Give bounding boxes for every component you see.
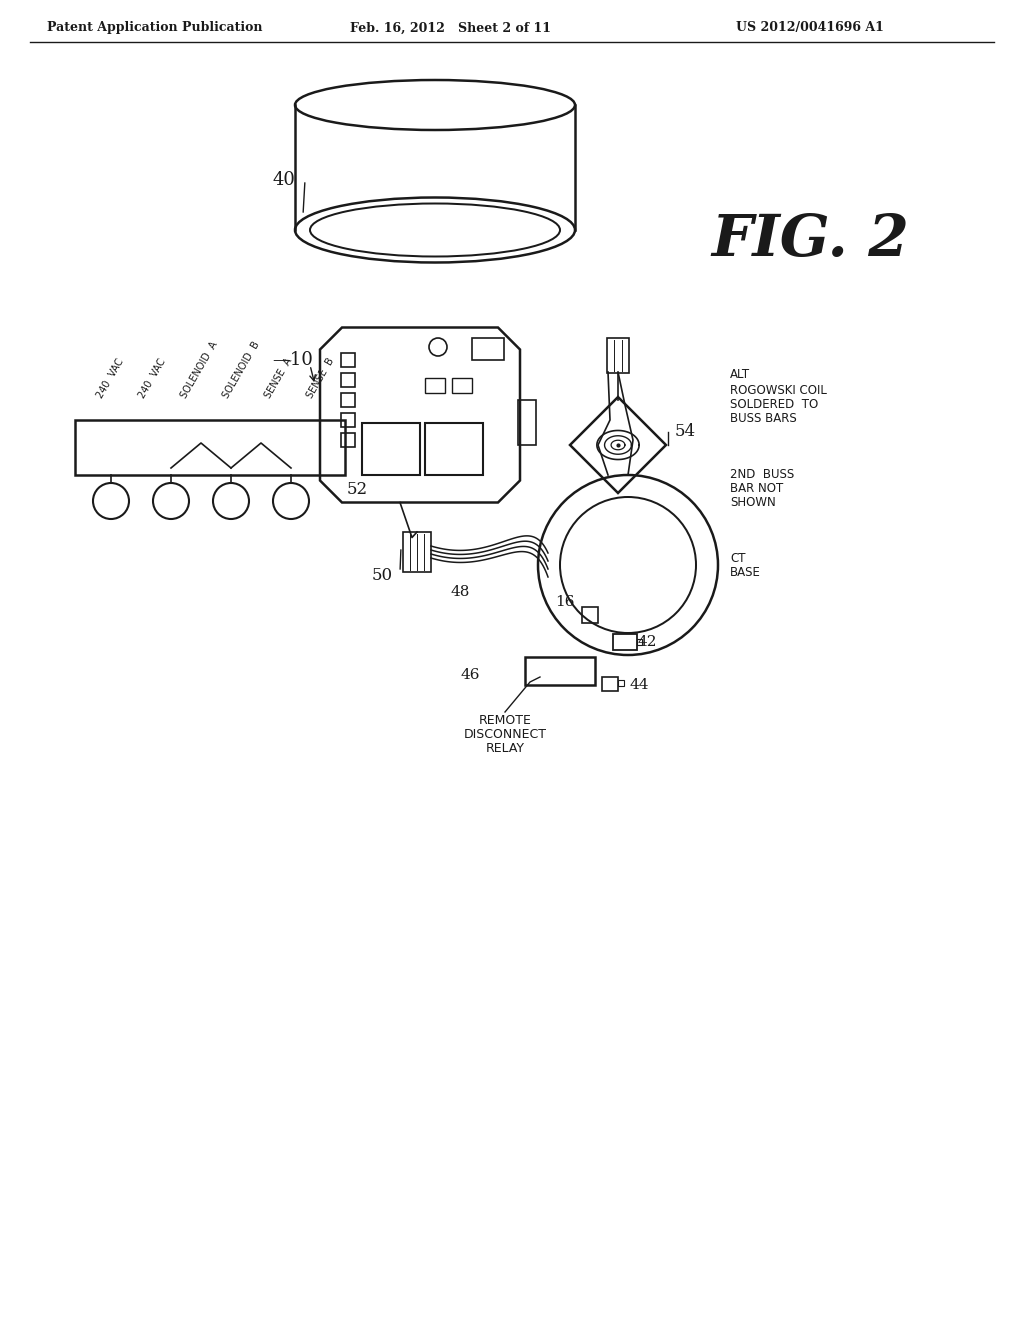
Text: SOLENOID  B: SOLENOID B xyxy=(221,339,261,400)
Text: RELAY: RELAY xyxy=(485,742,524,755)
Bar xyxy=(613,634,637,649)
Bar xyxy=(403,532,431,572)
Text: ROGOWSKI COIL: ROGOWSKI COIL xyxy=(730,384,826,396)
Bar xyxy=(452,378,472,393)
Text: SENSE  B: SENSE B xyxy=(305,356,336,400)
Text: REMOTE: REMOTE xyxy=(478,714,531,726)
Text: 240  VAC: 240 VAC xyxy=(137,356,168,400)
Text: 240  VAC: 240 VAC xyxy=(95,356,126,400)
Text: 2ND  BUSS: 2ND BUSS xyxy=(730,469,795,482)
Text: 46: 46 xyxy=(461,668,480,682)
Text: US 2012/0041696 A1: US 2012/0041696 A1 xyxy=(736,21,884,34)
Text: 50: 50 xyxy=(372,566,393,583)
Text: BUSS BARS: BUSS BARS xyxy=(730,412,797,425)
Text: SENSE  A: SENSE A xyxy=(263,356,294,400)
Text: DISCONNECT: DISCONNECT xyxy=(464,727,547,741)
Text: CT: CT xyxy=(730,552,745,565)
Text: 40: 40 xyxy=(272,172,295,189)
Text: 44: 44 xyxy=(630,678,649,692)
Text: Feb. 16, 2012   Sheet 2 of 11: Feb. 16, 2012 Sheet 2 of 11 xyxy=(349,21,551,34)
Text: 42: 42 xyxy=(638,635,657,649)
Bar xyxy=(518,400,536,445)
Text: SHOWN: SHOWN xyxy=(730,496,776,510)
Bar xyxy=(425,422,483,475)
Text: Patent Application Publication: Patent Application Publication xyxy=(47,21,263,34)
Bar xyxy=(582,607,598,623)
Bar xyxy=(607,338,629,372)
Bar xyxy=(618,680,624,686)
Bar xyxy=(341,374,355,387)
Bar xyxy=(425,378,445,393)
Text: SOLENOID  A: SOLENOID A xyxy=(179,339,219,400)
Text: —10: —10 xyxy=(272,351,313,370)
Bar xyxy=(602,677,618,690)
Bar xyxy=(341,393,355,407)
Bar xyxy=(525,657,595,685)
Bar xyxy=(341,352,355,367)
Bar xyxy=(472,338,504,360)
Bar xyxy=(75,420,345,475)
Text: 48: 48 xyxy=(451,585,470,599)
Text: 16: 16 xyxy=(555,595,575,609)
Text: SOLDERED  TO: SOLDERED TO xyxy=(730,397,818,411)
Bar xyxy=(362,422,420,475)
Text: BASE: BASE xyxy=(730,565,761,578)
Bar xyxy=(341,413,355,426)
Text: BAR NOT: BAR NOT xyxy=(730,483,783,495)
Text: 52: 52 xyxy=(346,482,368,499)
Text: FIG. 2: FIG. 2 xyxy=(711,211,909,268)
Text: 54: 54 xyxy=(675,424,696,441)
Text: ALT: ALT xyxy=(730,368,751,381)
Bar xyxy=(341,433,355,447)
Bar xyxy=(637,639,642,645)
